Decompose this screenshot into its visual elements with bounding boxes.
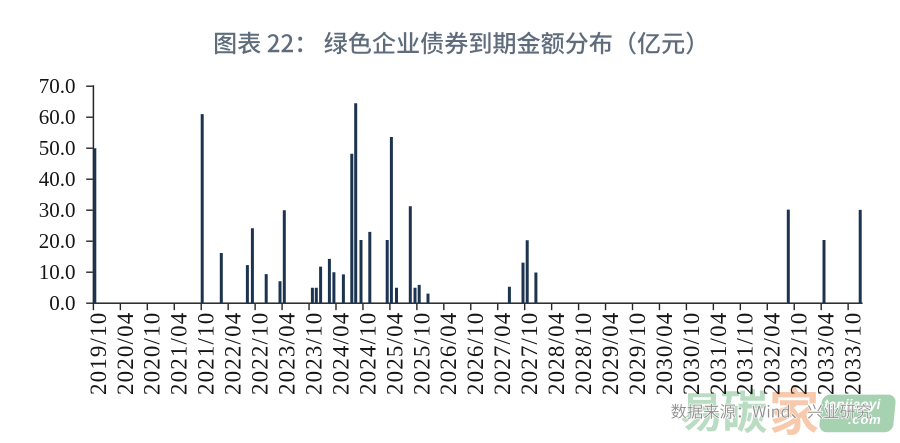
svg-text:2032/10: 2032/10 <box>787 312 812 395</box>
svg-text:2032/04: 2032/04 <box>760 312 785 395</box>
svg-text:0.0: 0.0 <box>49 291 75 315</box>
svg-text:40.0: 40.0 <box>39 167 76 191</box>
svg-text:2024/10: 2024/10 <box>355 312 380 395</box>
svg-text:2022/04: 2022/04 <box>221 312 246 395</box>
svg-text:2028/04: 2028/04 <box>544 312 569 395</box>
svg-text:50.0: 50.0 <box>39 136 76 160</box>
svg-text:2027/10: 2027/10 <box>517 312 542 395</box>
svg-text:2033/04: 2033/04 <box>814 312 839 395</box>
svg-text:2025/10: 2025/10 <box>409 312 434 395</box>
svg-text:2021/04: 2021/04 <box>167 312 192 395</box>
svg-text:2023/04: 2023/04 <box>275 312 300 395</box>
svg-text:2029/10: 2029/10 <box>625 312 650 395</box>
svg-text:2031/04: 2031/04 <box>706 312 731 395</box>
svg-text:2019/10: 2019/10 <box>86 312 111 395</box>
svg-text:2023/10: 2023/10 <box>301 312 326 395</box>
svg-text:2020/10: 2020/10 <box>140 312 165 395</box>
svg-text:2026/04: 2026/04 <box>436 312 461 395</box>
svg-text:2030/04: 2030/04 <box>652 312 677 395</box>
svg-text:2026/10: 2026/10 <box>463 312 488 395</box>
svg-text:10.0: 10.0 <box>39 260 76 284</box>
svg-text:20.0: 20.0 <box>39 229 76 253</box>
svg-text:2025/04: 2025/04 <box>382 312 407 395</box>
svg-text:30.0: 30.0 <box>39 198 76 222</box>
svg-text:2028/10: 2028/10 <box>571 312 596 395</box>
svg-text:2027/04: 2027/04 <box>490 312 515 395</box>
svg-text:70.0: 70.0 <box>39 74 76 98</box>
svg-text:2024/04: 2024/04 <box>328 312 353 395</box>
svg-text:2031/10: 2031/10 <box>733 312 758 395</box>
svg-text:60.0: 60.0 <box>39 105 76 129</box>
svg-text:2022/10: 2022/10 <box>248 312 273 395</box>
svg-text:2020/04: 2020/04 <box>113 312 138 395</box>
svg-text:2030/10: 2030/10 <box>679 312 704 395</box>
svg-text:2033/10: 2033/10 <box>841 312 866 395</box>
svg-text:2029/04: 2029/04 <box>598 312 623 395</box>
svg-text:.com: .com <box>848 412 882 427</box>
svg-text:2021/10: 2021/10 <box>194 312 219 395</box>
